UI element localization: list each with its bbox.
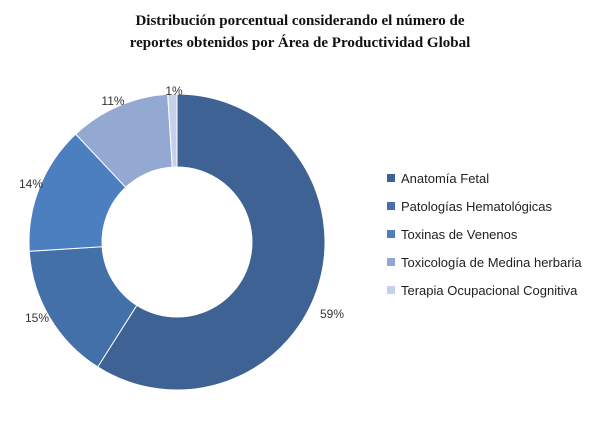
slice-percent-label: 1% [165, 84, 183, 98]
legend-label: Patologías Hematológicas [401, 198, 553, 214]
legend-swatch [387, 174, 395, 182]
legend-item: Toxicología de Medina herbaria [387, 250, 582, 274]
chart-title: Distribución porcentual considerando el … [0, 10, 600, 54]
legend-swatch [387, 258, 395, 266]
legend-item: Anatomía Fetal [387, 166, 582, 190]
chart-title-line-1: Distribución porcentual considerando el … [135, 13, 465, 29]
legend-label: Anatomía Fetal [401, 170, 490, 186]
donut-slice [97, 93, 326, 391]
chart-title-line-2: reportes obtenidos por Área de Productiv… [129, 35, 471, 51]
legend-swatch [387, 230, 395, 238]
slice-percent-label: 15% [25, 311, 49, 325]
slice-percent-label: 14% [19, 177, 43, 191]
legend-label: Toxinas de Venenos [401, 226, 518, 242]
legend-label: Terapia Ocupacional Cognitiva [401, 282, 578, 298]
legend-item: Toxinas de Venenos [387, 222, 582, 246]
slice-percent-label: 11% [101, 94, 124, 108]
legend-swatch [387, 202, 395, 210]
legend-swatch [387, 286, 395, 294]
legend-label: Toxicología de Medina herbaria [401, 254, 582, 270]
chart-legend: Anatomía Fetal Patologías Hematológicas … [387, 166, 582, 306]
legend-item: Terapia Ocupacional Cognitiva [387, 278, 582, 302]
donut-slice [167, 93, 178, 168]
slice-percent-label: 59% [320, 307, 344, 321]
legend-item: Patologías Hematológicas [387, 194, 582, 218]
